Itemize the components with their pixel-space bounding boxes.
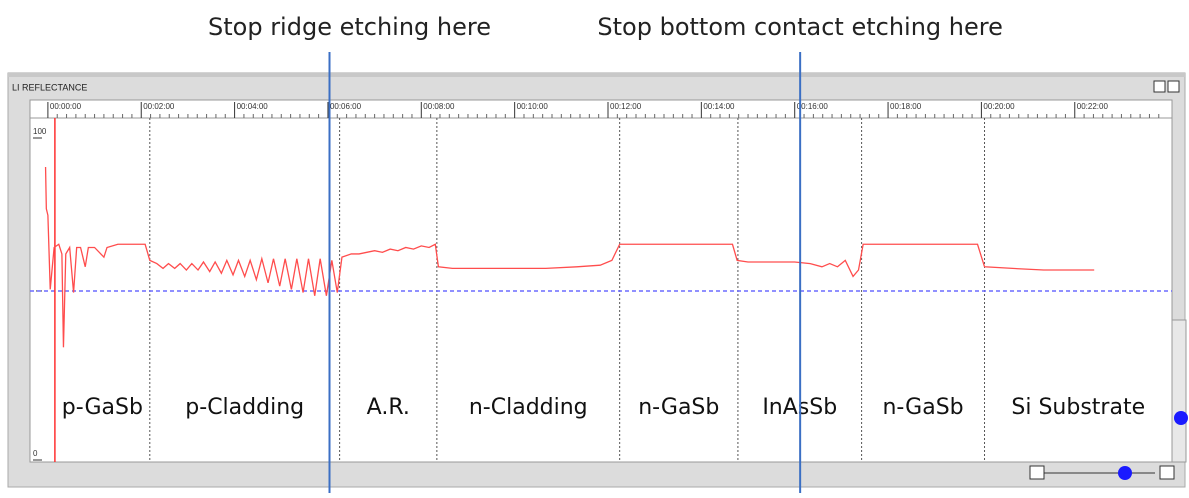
- annotation-text: Stop bottom contact etching here: [597, 13, 1002, 41]
- maximize-button[interactable]: [1153, 80, 1166, 93]
- x-tick-label: 00:12:00: [610, 102, 642, 111]
- x-tick-label: 00:02:00: [143, 102, 175, 111]
- layer-label: Si Substrate: [1011, 395, 1145, 420]
- y-tick-label: 100: [33, 127, 47, 136]
- window-title: LI REFLECTANCE: [12, 82, 87, 92]
- layer-label: p-GaSb: [62, 395, 143, 420]
- scrollbar[interactable]: [1171, 319, 1187, 463]
- layer-label: n-Cladding: [469, 395, 588, 420]
- window-edge: [8, 73, 1185, 77]
- zoom-thumb[interactable]: [1118, 466, 1132, 480]
- x-tick-label: 00:08:00: [423, 102, 455, 111]
- restore-button[interactable]: [1167, 80, 1180, 93]
- x-tick-label: 00:20:00: [983, 102, 1015, 111]
- layer-label: n-GaSb: [638, 395, 719, 420]
- x-tick-label: 00:22:00: [1077, 102, 1109, 111]
- layer-label: A.R.: [367, 395, 410, 420]
- annotation-text: Stop ridge etching here: [208, 13, 491, 41]
- zoom-button[interactable]: [1029, 465, 1045, 480]
- x-tick-label: 00:04:00: [237, 102, 269, 111]
- scroll-thumb[interactable]: [1174, 411, 1188, 425]
- x-tick-label: 00:00:00: [50, 102, 82, 111]
- layer-label: n-GaSb: [882, 395, 963, 420]
- x-tick-label: 00:18:00: [890, 102, 922, 111]
- y-tick-label: 0: [33, 449, 38, 458]
- x-tick-label: 00:10:00: [517, 102, 549, 111]
- x-tick-label: 00:16:00: [797, 102, 829, 111]
- plot-area: [29, 117, 1173, 463]
- zoom-button[interactable]: [1159, 465, 1175, 480]
- x-tick-label: 00:14:00: [703, 102, 735, 111]
- x-tick-label: 00:06:00: [330, 102, 362, 111]
- layer-label: p-Cladding: [185, 395, 304, 420]
